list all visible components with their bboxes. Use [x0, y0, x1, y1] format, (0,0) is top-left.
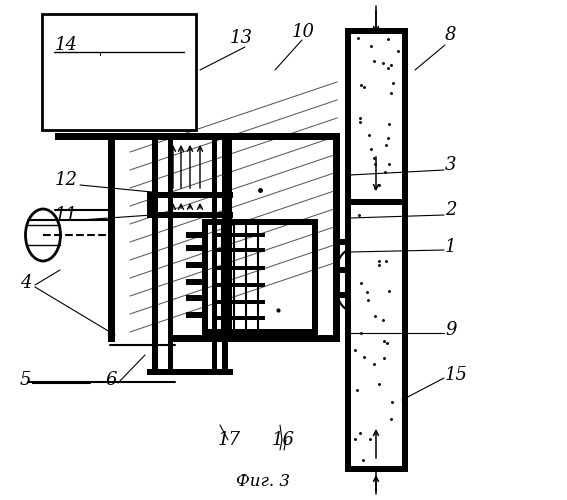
- Text: 10: 10: [292, 23, 315, 41]
- Bar: [333, 292, 351, 298]
- Bar: [186, 295, 202, 301]
- Bar: [402, 28, 408, 472]
- Text: 17: 17: [218, 431, 241, 449]
- Bar: [239, 233, 253, 237]
- Bar: [173, 335, 340, 342]
- Bar: [312, 225, 318, 335]
- Bar: [215, 248, 229, 252]
- Bar: [227, 233, 241, 237]
- Bar: [227, 300, 241, 304]
- Bar: [215, 266, 229, 270]
- Bar: [215, 283, 229, 287]
- Bar: [251, 300, 265, 304]
- Text: 15: 15: [445, 366, 468, 384]
- Bar: [251, 233, 265, 237]
- Bar: [345, 28, 408, 34]
- Bar: [212, 140, 217, 218]
- Bar: [186, 232, 202, 238]
- Text: 4: 4: [20, 274, 32, 292]
- Bar: [239, 316, 253, 320]
- Text: 9: 9: [445, 321, 456, 339]
- Bar: [202, 225, 208, 335]
- Bar: [333, 239, 351, 245]
- Bar: [202, 219, 318, 225]
- Bar: [202, 329, 318, 335]
- Text: Фиг. 3: Фиг. 3: [236, 474, 290, 490]
- Bar: [186, 312, 202, 318]
- Bar: [147, 369, 233, 375]
- Text: 2: 2: [445, 201, 456, 219]
- Text: 6: 6: [105, 371, 116, 389]
- Bar: [186, 262, 202, 268]
- Bar: [333, 133, 340, 342]
- Bar: [222, 218, 228, 375]
- Bar: [108, 133, 115, 342]
- Bar: [215, 233, 229, 237]
- Bar: [225, 140, 232, 342]
- Text: 12: 12: [55, 171, 78, 189]
- Bar: [215, 316, 229, 320]
- Bar: [168, 140, 173, 218]
- Bar: [345, 199, 408, 205]
- Bar: [251, 266, 265, 270]
- Text: 13: 13: [230, 29, 253, 47]
- Bar: [227, 316, 241, 320]
- Bar: [186, 245, 202, 251]
- Bar: [239, 266, 253, 270]
- Bar: [251, 248, 265, 252]
- Bar: [108, 133, 340, 140]
- Bar: [147, 212, 233, 218]
- Bar: [152, 140, 158, 218]
- Bar: [168, 218, 173, 375]
- Bar: [239, 300, 253, 304]
- Bar: [152, 218, 158, 375]
- Bar: [227, 266, 241, 270]
- Bar: [345, 466, 408, 472]
- Text: 8: 8: [445, 26, 456, 44]
- Bar: [147, 192, 153, 218]
- Bar: [152, 133, 228, 140]
- Bar: [222, 140, 228, 218]
- Bar: [239, 283, 253, 287]
- Ellipse shape: [26, 209, 61, 261]
- Text: 11: 11: [55, 206, 78, 224]
- Bar: [251, 316, 265, 320]
- Bar: [222, 192, 228, 218]
- Bar: [239, 248, 253, 252]
- Bar: [227, 248, 241, 252]
- Bar: [55, 133, 115, 140]
- Text: 3: 3: [445, 156, 456, 174]
- Text: 16: 16: [272, 431, 295, 449]
- Bar: [147, 192, 233, 198]
- Bar: [215, 300, 229, 304]
- Bar: [251, 283, 265, 287]
- Bar: [345, 28, 351, 472]
- Bar: [212, 218, 217, 375]
- Bar: [42, 14, 196, 130]
- Bar: [333, 267, 351, 273]
- Text: 14: 14: [55, 36, 78, 54]
- Text: 1: 1: [445, 238, 456, 256]
- Bar: [186, 279, 202, 285]
- Bar: [227, 283, 241, 287]
- Text: 5: 5: [20, 371, 32, 389]
